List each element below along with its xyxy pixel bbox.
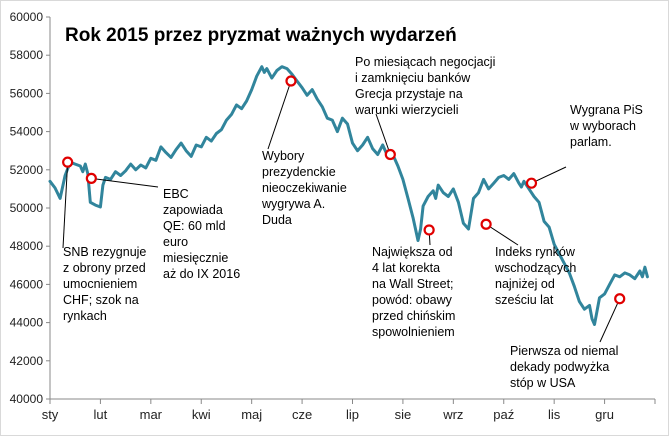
event-marker <box>614 293 626 305</box>
annotation-line: najniżej od <box>495 277 555 291</box>
y-tick-label: 46000 <box>10 277 44 291</box>
event-marker <box>384 148 396 161</box>
event-marker <box>480 218 492 230</box>
annotation-leader-line <box>485 223 519 246</box>
annotation-text: Wygrana PiS w wyborach parlam. <box>569 103 643 149</box>
x-tick-label: paź <box>493 407 514 422</box>
annotations: SNB rezygnuje z obrony przed umocnieniem CH… <box>62 55 643 390</box>
y-tick-label: 42000 <box>10 354 44 368</box>
annotation-line: umocnieniem <box>63 277 137 291</box>
annotation-leader-line <box>267 80 292 150</box>
annotation-line: EBC <box>163 187 189 201</box>
annotation-line: przed chińskim <box>372 309 455 323</box>
annotation-line: wschodzących <box>494 261 576 275</box>
annotation-line: CHF; szok na <box>63 293 139 307</box>
annotation-line: rynkach <box>63 309 107 323</box>
annotation-line: Grecja przystaje na <box>355 87 463 101</box>
annotation-line: i zamknięciu banków <box>355 71 471 85</box>
x-tick-label: kwi <box>192 407 211 422</box>
y-tick-label: 58000 <box>10 48 44 62</box>
annotation-line: miesięcznie <box>163 251 228 265</box>
annotation-line: parlam. <box>570 135 612 149</box>
x-tick-label: gru <box>595 407 614 422</box>
annotation-line: z obrony przed <box>63 261 146 275</box>
annotation-text: SNB rezygnuje z obrony przed umocnieniem CH… <box>63 245 146 323</box>
y-tick-label: 56000 <box>10 86 44 100</box>
event-marker <box>62 156 74 168</box>
annotation-line: Pierwsza od niemal <box>510 344 618 358</box>
y-tick-label: 50000 <box>10 201 44 215</box>
axes: 40000 42000 44000 46000 48000 50000 52000 54000… <box>10 10 656 422</box>
annotation-line: Duda <box>262 213 292 227</box>
x-tick-label: lis <box>548 407 561 422</box>
annotation-line: euro <box>163 235 188 249</box>
annotation-line: sześciu lat <box>495 293 554 307</box>
x-tick-label: lip <box>346 407 359 422</box>
annotation-line: SNB rezygnuje <box>63 245 146 259</box>
annotation-text: Wybory prezydenckie nieoczekiwanie wygrywa … <box>261 149 347 227</box>
annotation-line: w wyborach <box>569 119 636 133</box>
annotation-line: Po miesiącach negocjacji <box>355 55 495 69</box>
x-tick-label: sie <box>395 407 412 422</box>
annotation-text: EBC zapowiada QE: 60 mld euro miesięcznie aż … <box>163 187 240 281</box>
x-tick-label: mar <box>140 407 163 422</box>
annotation-line: wygrywa A. <box>261 197 325 211</box>
y-tick-label: 44000 <box>10 316 44 330</box>
annotation-line: powód: obawy <box>372 293 453 307</box>
annotation-line: Wygrana PiS <box>570 103 643 117</box>
y-tick-label: 52000 <box>10 163 44 177</box>
annotation-line: QE: 60 mld <box>163 219 226 233</box>
annotation-line: Największa od <box>372 245 453 259</box>
annotation-leader-line <box>375 113 391 155</box>
annotation-line: dekady podwyżka <box>510 360 609 374</box>
annotation-text: Indeks rynków wschodzących najniżej od sześ… <box>494 245 576 307</box>
y-tick-label: 60000 <box>10 10 44 24</box>
annotation-line: 4 lat korekta <box>372 261 440 275</box>
annotation-text: Największa od 4 lat korekta na Wall Street… <box>372 245 455 339</box>
annotation-line: spowolnieniem <box>372 325 455 339</box>
annotation-leader-line <box>599 298 621 343</box>
event-marker <box>525 177 538 189</box>
y-tick-label: 54000 <box>10 125 44 139</box>
annotation-line: Indeks rynków <box>495 245 576 259</box>
annotation-leader-line <box>531 166 567 184</box>
annotation-text: Po miesiącach negocjacji i zamknięciu ban… <box>354 55 495 117</box>
annotation-line: Wybory <box>262 149 305 163</box>
annotation-leader-line <box>62 162 69 249</box>
annotation-line: zapowiada <box>163 203 223 217</box>
x-tick-label: wrz <box>442 407 463 422</box>
x-tick-label: lut <box>94 407 108 422</box>
chart-title: Rok 2015 przez pryzmat ważnych wydarzeń <box>65 25 457 46</box>
annotation-line: na Wall Street; <box>372 277 454 291</box>
annotation-line: stóp w USA <box>510 376 576 390</box>
event-marker <box>85 172 97 184</box>
x-tick-label: maj <box>241 407 262 422</box>
annotation-line: aż do IX 2016 <box>163 267 240 281</box>
y-tick-label: 40000 <box>10 392 44 406</box>
x-tick-label: sty <box>42 407 59 422</box>
annotation-leader-line <box>91 177 159 188</box>
annotation-line: prezydenckie <box>262 165 336 179</box>
x-tick-label: cze <box>292 407 312 422</box>
series-line <box>48 65 649 326</box>
annotation-line: warunki wierzycieli <box>354 103 459 117</box>
event-marker <box>423 224 435 236</box>
annotation-line: nieoczekiwanie <box>262 181 347 195</box>
plot-area <box>48 65 649 326</box>
y-tick-label: 48000 <box>10 239 44 253</box>
event-marker <box>285 75 297 87</box>
annotation-text: Pierwsza od niemal dekady podwyżka stóp w … <box>510 344 618 390</box>
